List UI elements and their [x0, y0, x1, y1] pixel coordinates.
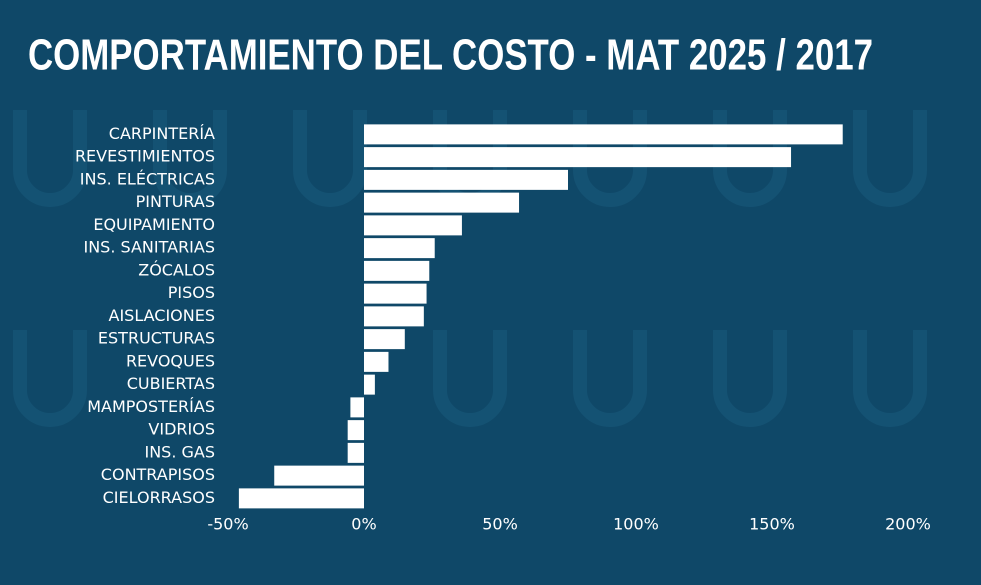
category-label: CARPINTERÍA	[109, 124, 215, 143]
bar	[364, 374, 375, 395]
category-label: ZÓCALOS	[138, 260, 215, 279]
category-label: VIDRIOS	[148, 420, 215, 439]
bar	[364, 283, 427, 304]
bar	[364, 260, 430, 281]
category-label: CONTRAPISOS	[101, 465, 215, 484]
bar	[364, 169, 568, 190]
bar	[350, 397, 364, 418]
bar	[347, 442, 364, 463]
category-label: CIELORRASOS	[103, 488, 215, 507]
category-label: REVOQUES	[126, 351, 215, 370]
category-label: PINTURAS	[136, 192, 215, 211]
category-label: EQUIPAMIENTO	[93, 215, 215, 234]
category-label: ESTRUCTURAS	[98, 329, 215, 348]
category-label: INS. GAS	[144, 442, 215, 461]
bar	[364, 306, 424, 327]
x-tick-label: 0%	[351, 515, 376, 534]
bar	[364, 147, 792, 168]
x-tick-label: 200%	[885, 515, 931, 534]
x-tick-label: 150%	[749, 515, 795, 534]
bar	[364, 351, 389, 372]
bar	[274, 465, 364, 486]
bar	[364, 124, 843, 145]
category-label: INS. SANITARIAS	[83, 238, 215, 257]
category-label: INS. ELÉCTRICAS	[80, 169, 215, 188]
background-pattern	[13, 110, 927, 427]
category-label: PISOS	[168, 283, 215, 302]
x-tick-label: -50%	[207, 515, 248, 534]
bar	[364, 238, 435, 259]
x-tick-label: 50%	[482, 515, 518, 534]
bar	[364, 329, 405, 350]
x-tick-label: 100%	[613, 515, 659, 534]
category-label: MAMPOSTERÍAS	[87, 397, 215, 416]
category-label: REVESTIMIENTOS	[75, 147, 215, 166]
bar	[364, 192, 520, 213]
bar	[238, 488, 364, 509]
bar	[347, 420, 364, 441]
bar	[364, 215, 462, 236]
category-label: AISLACIONES	[109, 306, 215, 325]
category-label: CUBIERTAS	[127, 374, 215, 393]
chart-title: COMPORTAMIENTO DEL COSTO - MAT 2025 / 20…	[28, 31, 873, 80]
